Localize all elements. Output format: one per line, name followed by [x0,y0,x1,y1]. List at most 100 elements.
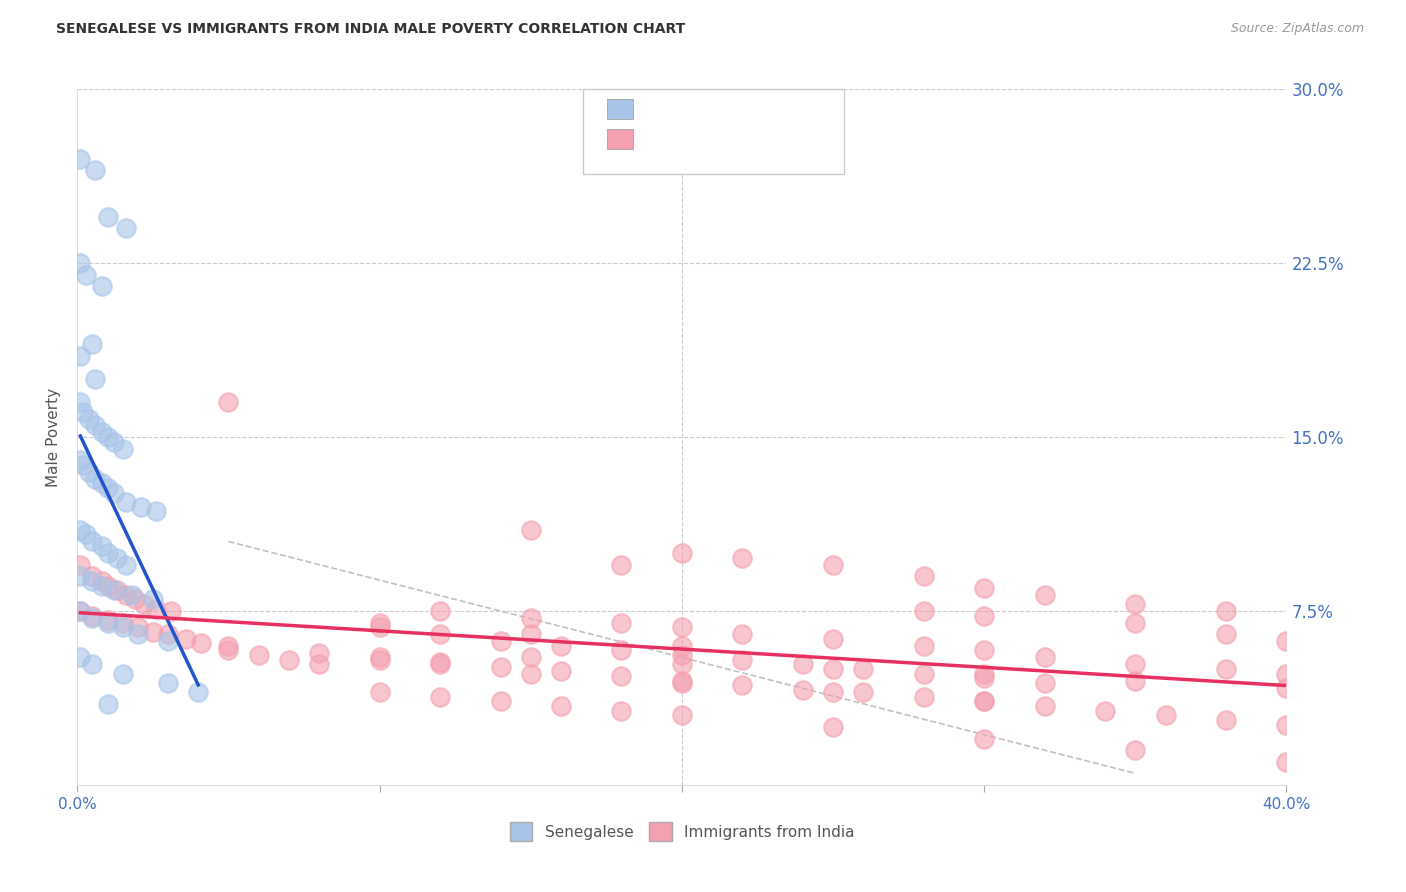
Text: R =: R = [647,129,681,145]
Point [973,731,995,746]
Point [912,604,935,618]
Point [731,653,754,667]
Point [82,657,104,672]
Point [90,578,112,592]
Point [671,639,693,653]
Point [671,676,693,690]
Point [973,643,995,657]
Text: SENEGALESE VS IMMIGRANTS FROM INDIA MALE POVERTY CORRELATION CHART: SENEGALESE VS IMMIGRANTS FROM INDIA MALE… [56,22,686,37]
Point [671,673,693,688]
Point [1033,676,1056,690]
Point [132,597,155,611]
Point [90,539,112,553]
Point [96,613,118,627]
Point [852,685,875,699]
Point [103,434,125,449]
Point [550,665,572,679]
Point [75,268,97,282]
Point [671,657,693,672]
Point [429,690,451,704]
Point [821,632,844,646]
Point [69,453,91,467]
Point [96,615,118,630]
Point [973,608,995,623]
Point [520,611,543,625]
Point [429,627,451,641]
Point [792,657,814,672]
Text: N =: N = [735,99,779,114]
Point [82,534,104,549]
Point [973,581,995,595]
Point [429,604,451,618]
Point [79,411,101,425]
Point [368,650,391,665]
Point [69,604,91,618]
Point [792,682,814,697]
Point [731,550,754,565]
Point [1154,708,1177,723]
Y-axis label: Male Poverty: Male Poverty [46,387,62,487]
Point [368,685,391,699]
Point [821,662,844,676]
Point [127,627,149,641]
Point [82,611,104,625]
Point [69,558,91,572]
Point [1094,704,1116,718]
Point [1275,717,1298,731]
Point [75,527,97,541]
Point [111,666,134,681]
Point [1123,657,1146,672]
Point [142,592,165,607]
Text: 53: 53 [785,99,806,114]
Point [69,523,91,537]
Point [610,704,633,718]
Text: R =: R = [647,99,681,114]
Point [671,620,693,634]
Point [1215,627,1237,641]
Point [90,279,112,293]
Point [114,558,136,572]
Point [190,636,212,650]
Point [973,694,995,708]
Point [489,694,512,708]
Point [129,500,152,514]
Point [84,418,107,433]
Point [69,395,91,409]
Point [912,666,935,681]
Point [84,372,107,386]
Point [72,458,94,472]
Point [1033,699,1056,714]
Point [671,648,693,662]
Text: -0.163: -0.163 [689,99,744,114]
Point [157,627,180,641]
Point [96,210,118,224]
Point [142,624,165,639]
Point [69,349,91,363]
Point [111,615,134,630]
Point [852,662,875,676]
Point [1123,743,1146,757]
Point [973,671,995,685]
Point [82,337,104,351]
Point [114,495,136,509]
Point [1275,666,1298,681]
Point [157,676,180,690]
Point [82,608,104,623]
Point [610,643,633,657]
Point [160,604,183,618]
Point [69,152,91,166]
Point [520,666,543,681]
Point [111,442,134,456]
Text: -0.573: -0.573 [689,129,744,145]
Point [489,634,512,648]
Point [174,632,197,646]
Point [82,574,104,588]
Point [127,620,149,634]
Point [187,685,209,699]
Point [550,699,572,714]
Point [84,472,107,486]
Point [821,685,844,699]
Point [973,694,995,708]
Point [671,546,693,560]
Point [821,558,844,572]
